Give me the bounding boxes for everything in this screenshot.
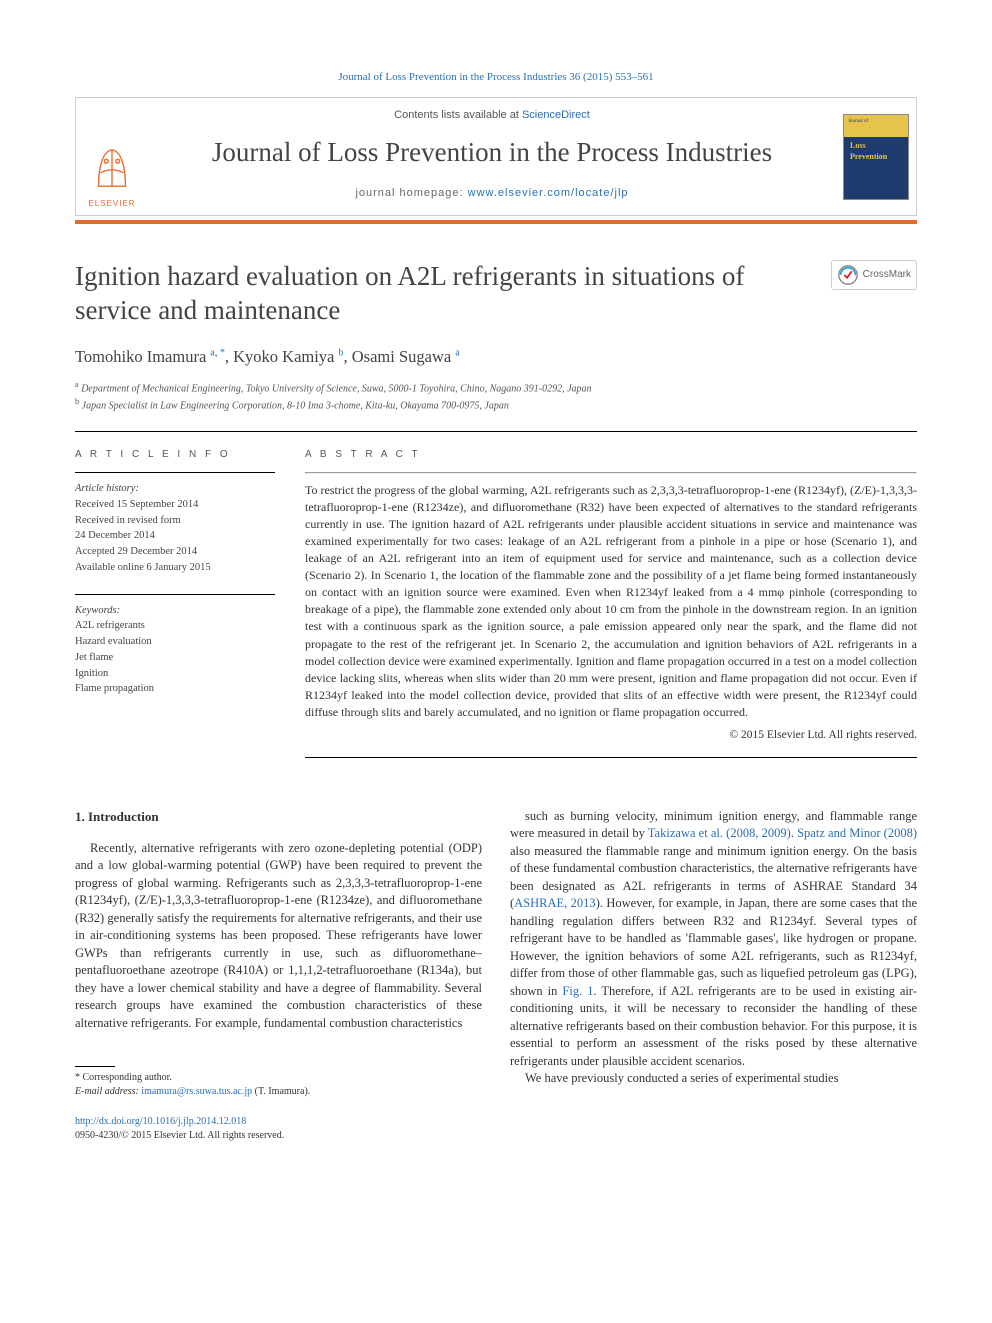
history-online: Available online 6 January 2015 [75, 560, 275, 576]
abstract-column: A B S T R A C T To restrict the progress… [305, 448, 917, 758]
affiliation-b: b Japan Specialist in Law Engineering Co… [75, 396, 917, 413]
ref-spatz[interactable]: Spatz and Minor (2008) [797, 826, 917, 840]
column-right: such as burning velocity, minimum igniti… [510, 808, 917, 1100]
article-history: Article history: Received 15 September 2… [75, 481, 275, 576]
intro-para-3: We have previously conducted a series of… [510, 1070, 917, 1088]
abstract-text: To restrict the progress of the global w… [305, 482, 917, 720]
ref-fig1[interactable]: Fig. 1 [562, 984, 593, 998]
journal-cover-cell: Journal of Loss Prevention [836, 98, 916, 215]
corr-email-line: E-mail address: imamura@rs.suwa.tus.ac.j… [75, 1085, 482, 1099]
email-suffix: (T. Imamura). [252, 1086, 310, 1097]
history-revised: Received in revised form 24 December 201… [75, 513, 275, 545]
journal-homepage-line: journal homepage: www.elsevier.com/locat… [156, 186, 828, 201]
corr-email-link[interactable]: imamura@rs.suwa.tus.ac.jp [141, 1086, 252, 1097]
publisher-logo-cell: ELSEVIER [76, 98, 148, 215]
article-info-header: A R T I C L E I N F O [75, 448, 275, 462]
article-title: Ignition hazard evaluation on A2L refrig… [75, 260, 817, 328]
rule-below-abstract [305, 757, 917, 758]
email-label: E-mail address: [75, 1086, 141, 1097]
ref-ashrae[interactable]: ASHRAE, 2013 [514, 896, 596, 910]
intro-para-1: Recently, alternative refrigerants with … [75, 840, 482, 1033]
contents-lists-prefix: Contents lists available at [394, 109, 522, 121]
footnote-separator [75, 1066, 115, 1067]
doi-link[interactable]: http://dx.doi.org/10.1016/j.jlp.2014.12.… [75, 1116, 246, 1127]
journal-cover-thumb: Journal of Loss Prevention [843, 114, 909, 200]
abstract-copyright: © 2015 Elsevier Ltd. All rights reserved… [305, 727, 917, 743]
crossmark-icon [837, 264, 859, 286]
rule-above-info [75, 431, 917, 432]
history-label: Article history: [75, 481, 275, 497]
top-citation: Journal of Loss Prevention in the Proces… [75, 70, 917, 85]
doi-block: http://dx.doi.org/10.1016/j.jlp.2014.12.… [75, 1115, 917, 1143]
top-citation-link[interactable]: Journal of Loss Prevention in the Proces… [338, 71, 653, 83]
abstract-rule [305, 472, 917, 474]
body-columns: 1. Introduction Recently, alternative re… [75, 808, 917, 1100]
corresponding-author-note: * Corresponding author. E-mail address: … [75, 1071, 482, 1099]
intro-heading: 1. Introduction [75, 808, 482, 826]
keywords-list: A2L refrigerantsHazard evaluationJet fla… [75, 618, 275, 697]
crossmark-badge[interactable]: CrossMark [831, 260, 917, 290]
abstract-header: A B S T R A C T [305, 448, 917, 462]
affiliation-b-text: Japan Specialist in Law Engineering Corp… [82, 400, 509, 411]
corr-author-label: * Corresponding author. [75, 1071, 482, 1085]
cover-small-title: Loss Prevention [850, 140, 887, 162]
keywords-label: Keywords: [75, 603, 275, 619]
journal-name: Journal of Loss Prevention in the Proces… [156, 134, 828, 172]
contents-lists-line: Contents lists available at ScienceDirec… [156, 108, 828, 123]
orange-divider [75, 220, 917, 224]
journal-header: ELSEVIER Contents lists available at Sci… [75, 97, 917, 216]
homepage-link[interactable]: www.elsevier.com/locate/jlp [468, 187, 629, 199]
info-rule-1 [75, 472, 275, 473]
keywords-block: Keywords: A2L refrigerantsHazard evaluat… [75, 603, 275, 698]
elsevier-wordmark: ELSEVIER [88, 198, 135, 209]
affiliations: a Department of Mechanical Engineering, … [75, 379, 917, 414]
column-left: 1. Introduction Recently, alternative re… [75, 808, 482, 1100]
article-info-column: A R T I C L E I N F O Article history: R… [75, 448, 275, 758]
ref-takizawa[interactable]: Takizawa et al. (2008, 2009) [648, 826, 791, 840]
affiliation-a-text: Department of Mechanical Engineering, To… [81, 383, 591, 394]
cover-small-top: Journal of [848, 119, 868, 124]
crossmark-label: CrossMark [863, 268, 911, 282]
sciencedirect-link[interactable]: ScienceDirect [522, 109, 590, 121]
history-accepted: Accepted 29 December 2014 [75, 544, 275, 560]
history-received: Received 15 September 2014 [75, 497, 275, 513]
homepage-prefix: journal homepage: [355, 187, 467, 199]
issn-copyright: 0950-4230/© 2015 Elsevier Ltd. All right… [75, 1129, 917, 1143]
affiliation-a: a Department of Mechanical Engineering, … [75, 379, 917, 396]
intro-para-2: such as burning velocity, minimum igniti… [510, 808, 917, 1071]
elsevier-logo: ELSEVIER [88, 144, 135, 209]
info-rule-2 [75, 594, 275, 595]
author-list: Tomohiko Imamura a, *, Kyoko Kamiya b, O… [75, 345, 917, 368]
